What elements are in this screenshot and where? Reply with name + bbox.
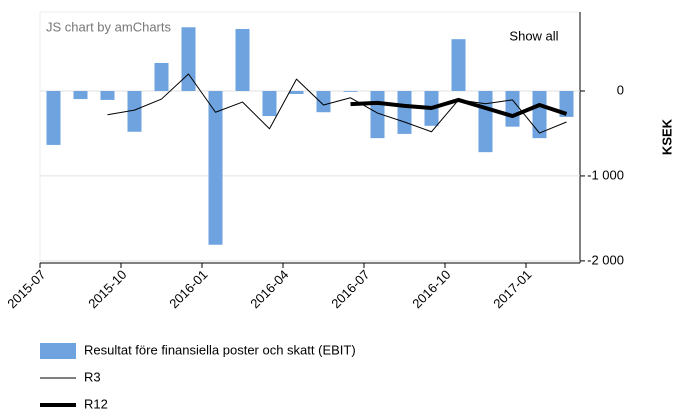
legend-label: R3 (84, 369, 101, 384)
bar (316, 90, 331, 113)
x-tick-label: 2016-04 (247, 267, 291, 311)
y-tick-label: -1 000 (587, 167, 624, 182)
y-tick-label: 0 (617, 82, 624, 97)
x-tick-label: 2016-01 (166, 267, 210, 311)
x-tick-label: 2015-10 (85, 267, 129, 311)
legend-label: R12 (84, 396, 108, 410)
legend-label: Resultat före finansiella poster och ska… (84, 342, 356, 357)
x-tick-label: 2017-01 (490, 267, 534, 311)
bar (532, 90, 547, 139)
bar (559, 90, 574, 117)
bar (154, 62, 169, 91)
bar (127, 90, 142, 132)
x-tick-label: 2016-10 (409, 267, 453, 311)
legend-swatch (40, 343, 76, 359)
bar (46, 90, 61, 145)
bar (73, 90, 88, 100)
line (107, 73, 567, 134)
bar (262, 90, 277, 117)
x-tick-label: 2016-07 (328, 267, 372, 311)
bar (505, 90, 520, 127)
bar (235, 28, 250, 91)
y-tick-label: -2 000 (587, 252, 624, 267)
credit: JS chart by amCharts (46, 19, 171, 34)
bar (181, 27, 196, 91)
line (350, 97, 568, 119)
bar (397, 90, 412, 134)
bar (478, 90, 493, 153)
bar (451, 39, 466, 91)
bar (208, 90, 223, 245)
bar (343, 90, 358, 92)
plot-area (39, 11, 581, 264)
bar (100, 90, 115, 100)
show-all-button[interactable]: Show all (509, 28, 558, 43)
y-axis-label: KSEK (659, 118, 674, 155)
x-tick-label: 2015-07 (4, 267, 48, 311)
bar (289, 90, 304, 94)
